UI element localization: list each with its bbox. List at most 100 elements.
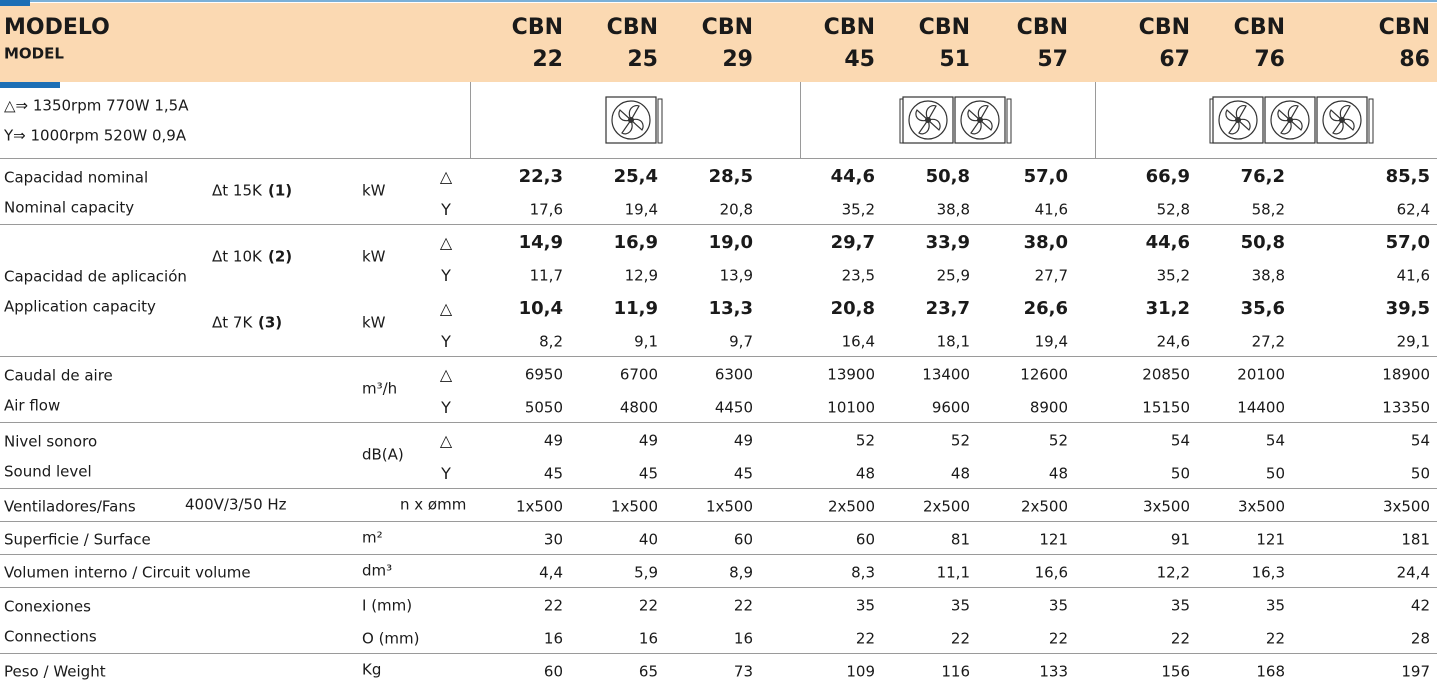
note: (1) — [268, 181, 293, 200]
value: 6300 — [714, 365, 753, 383]
value: 3x500 — [1382, 497, 1430, 515]
row-divider — [0, 521, 1437, 522]
symbol: △ — [439, 430, 453, 450]
value: 57,0 — [1385, 231, 1430, 253]
symbol: Y — [441, 331, 451, 351]
group-divider — [800, 82, 801, 158]
value: 50,8 — [925, 165, 970, 187]
row-label: Peso / Weight — [4, 662, 106, 680]
model-name: CBN — [511, 15, 563, 40]
model-number: 51 — [939, 47, 970, 72]
value: 35 — [950, 596, 970, 614]
value: 65 — [638, 662, 658, 680]
value: 13350 — [1382, 398, 1430, 416]
value: 121 — [1256, 530, 1285, 548]
row-divider — [0, 554, 1437, 555]
value: 9,7 — [729, 332, 753, 350]
value: 49 — [733, 431, 753, 449]
value: 91 — [1170, 530, 1190, 548]
value: 121 — [1039, 530, 1068, 548]
value: 25,9 — [936, 266, 970, 284]
symbol: △ — [439, 166, 453, 186]
top-rule — [0, 0, 1437, 2]
row-label: Conexiones — [4, 597, 91, 616]
value: 16,4 — [841, 332, 875, 350]
value: 45 — [733, 464, 753, 482]
value: 50 — [1170, 464, 1190, 482]
value: 20850 — [1142, 365, 1190, 383]
value: 20100 — [1237, 365, 1285, 383]
value: 11,7 — [529, 266, 563, 284]
symbol: △ — [439, 232, 453, 252]
value: 35 — [1265, 596, 1285, 614]
symbol: Y — [441, 199, 451, 219]
value: 29,1 — [1396, 332, 1430, 350]
value: 35,2 — [841, 200, 875, 218]
value: 85,5 — [1385, 165, 1430, 187]
value: 27,2 — [1251, 332, 1285, 350]
value: 48 — [1048, 464, 1068, 482]
value: 44,6 — [1145, 231, 1190, 253]
value: 31,2 — [1145, 297, 1190, 319]
unit: kW — [362, 313, 386, 332]
row-divider — [0, 356, 1437, 357]
value: 12,9 — [624, 266, 658, 284]
unit: Kg — [362, 660, 382, 678]
condition: 400V/3/50 Hz — [185, 495, 287, 513]
row-divider — [0, 488, 1437, 489]
value: 18,1 — [936, 332, 970, 350]
value: 42 — [1410, 596, 1430, 614]
value: 19,4 — [624, 200, 658, 218]
value: 4800 — [619, 398, 658, 416]
row-label: Sound level — [4, 462, 92, 481]
model-number: 57 — [1037, 47, 1068, 72]
value: 48 — [855, 464, 875, 482]
value: 13400 — [922, 365, 970, 383]
row-label: Caudal de aire — [4, 366, 113, 385]
value: 54 — [1265, 431, 1285, 449]
value: 35,2 — [1156, 266, 1190, 284]
value: 13900 — [827, 365, 875, 383]
value: 38,0 — [1023, 231, 1068, 253]
value: 41,6 — [1396, 266, 1430, 284]
value: 2x500 — [922, 497, 970, 515]
model-name: CBN — [1138, 15, 1190, 40]
unit: m² — [362, 528, 383, 546]
legend-line: Y⇒ 1000rpm 520W 0,9A — [4, 126, 187, 145]
value: 26,6 — [1023, 297, 1068, 319]
value: 50,8 — [1240, 231, 1285, 253]
value: 54 — [1170, 431, 1190, 449]
model-name: CBN — [701, 15, 753, 40]
symbol: Y — [441, 397, 451, 417]
value: 116 — [941, 662, 970, 680]
value: 12,2 — [1156, 563, 1190, 581]
model-title: MODELO — [4, 15, 110, 40]
value: 133 — [1039, 662, 1068, 680]
value: 35 — [1048, 596, 1068, 614]
unit: kW — [362, 247, 386, 266]
row-divider — [0, 422, 1437, 423]
value: 52 — [950, 431, 970, 449]
value: 48 — [950, 464, 970, 482]
value: 8,3 — [851, 563, 875, 581]
value: 23,7 — [925, 297, 970, 319]
value: 11,1 — [936, 563, 970, 581]
value: 81 — [950, 530, 970, 548]
unit: kW — [362, 181, 386, 200]
unit: m³/h — [362, 379, 398, 398]
value: 60 — [855, 530, 875, 548]
note: (3) — [258, 313, 283, 332]
model-number: 76 — [1254, 47, 1285, 72]
value: 13,3 — [708, 297, 753, 319]
top-tab — [0, 0, 30, 6]
value: 52 — [1048, 431, 1068, 449]
value: 1x500 — [515, 497, 563, 515]
value: 2x500 — [1020, 497, 1068, 515]
model-name: CBN — [1378, 15, 1430, 40]
value: 33,9 — [925, 231, 970, 253]
model-name: CBN — [823, 15, 875, 40]
value: 6700 — [619, 365, 658, 383]
value: 45 — [638, 464, 658, 482]
value: 10100 — [827, 398, 875, 416]
condition: Δt 15K — [212, 181, 262, 200]
